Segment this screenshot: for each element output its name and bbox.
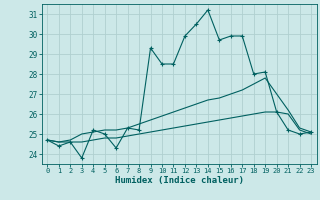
X-axis label: Humidex (Indice chaleur): Humidex (Indice chaleur) — [115, 176, 244, 185]
